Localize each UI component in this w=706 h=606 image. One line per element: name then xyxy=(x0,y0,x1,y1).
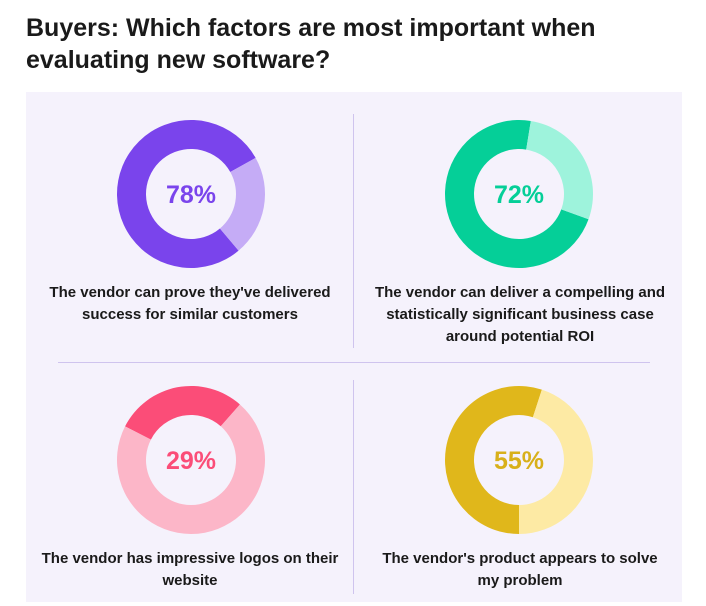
donut-chart-2: 72% xyxy=(445,120,593,268)
percent-label-4: 55% xyxy=(494,447,544,475)
page-title: Buyers: Which factors are most important… xyxy=(26,14,596,74)
percent-label-1: 78% xyxy=(166,181,216,209)
donut-3-slice-remainder xyxy=(117,404,265,534)
horizontal-divider xyxy=(58,362,650,363)
caption-4: The vendor's product appears to solve my… xyxy=(382,550,658,589)
caption-3: The vendor has impressive logos on their… xyxy=(41,550,339,589)
chart-cell-2: 72% xyxy=(354,114,684,274)
donut-3-slice-highlight xyxy=(125,386,240,440)
donut-chart-3: 29% xyxy=(117,386,265,534)
donut-4-slice-highlight xyxy=(445,386,542,534)
chart-cell-1: 78% xyxy=(26,114,356,274)
donut-2-slice-remainder xyxy=(526,120,593,220)
caption-2: The vendor can deliver a compelling and … xyxy=(374,284,666,345)
caption-1: The vendor can prove they've delivered s… xyxy=(49,284,331,323)
donut-chart-4: 55% xyxy=(445,386,593,534)
donut-1-slice-highlight xyxy=(117,120,256,268)
vertical-divider-top xyxy=(353,114,354,348)
donut-1-slice-remainder xyxy=(219,157,265,251)
percent-label-2: 72% xyxy=(494,181,544,209)
donut-chart-1: 78% xyxy=(117,120,265,268)
vertical-divider-bottom xyxy=(353,380,354,594)
donut-2-slice-highlight xyxy=(445,120,589,268)
chart-cell-4: 55% xyxy=(354,380,684,540)
chart-cell-3: 29% xyxy=(26,380,356,540)
donut-4-slice-remainder xyxy=(519,389,593,534)
percent-label-3: 29% xyxy=(166,447,216,475)
